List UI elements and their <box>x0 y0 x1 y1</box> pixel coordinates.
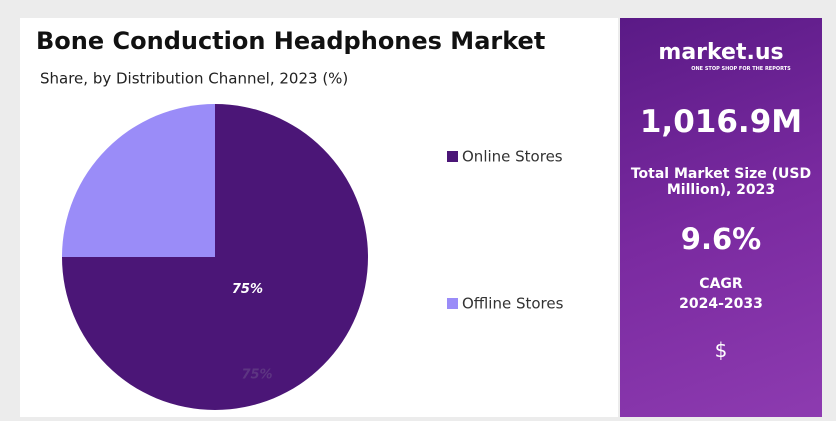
legend-label: Online Stores <box>462 148 563 166</box>
chart: Bone Conduction Headphones Market Share,… <box>36 27 564 410</box>
dollar-icon: $ <box>714 338 728 362</box>
cagr-label: CAGR <box>699 276 743 292</box>
cagr-period: 2024-2033 <box>679 296 763 312</box>
market-size: 1,016.9M <box>639 104 803 140</box>
legend-swatch <box>447 298 458 309</box>
pie-slice <box>62 104 215 257</box>
chart-subtitle: Share, by Distribution Channel, 2023 (%) <box>40 70 348 88</box>
legend-swatch <box>447 151 458 162</box>
legend-label: Offline Stores <box>462 295 564 313</box>
data-label: 75% <box>232 282 263 297</box>
summary-panel: market.us ONE STOP SHOP FOR THE REPORTS … <box>620 18 822 417</box>
chart-title: Bone Conduction Headphones Market <box>36 27 545 55</box>
annotation: 75% <box>241 368 272 383</box>
market-size-label: Total Market Size (USD Million), 2023 <box>630 166 812 198</box>
tagline: ONE STOP SHOP FOR THE REPORTS <box>691 66 791 72</box>
cagr: 9.6% <box>680 222 762 256</box>
brand: market.us <box>658 40 784 65</box>
chart-card: Bone Conduction Headphones Market Share,… <box>20 18 618 417</box>
